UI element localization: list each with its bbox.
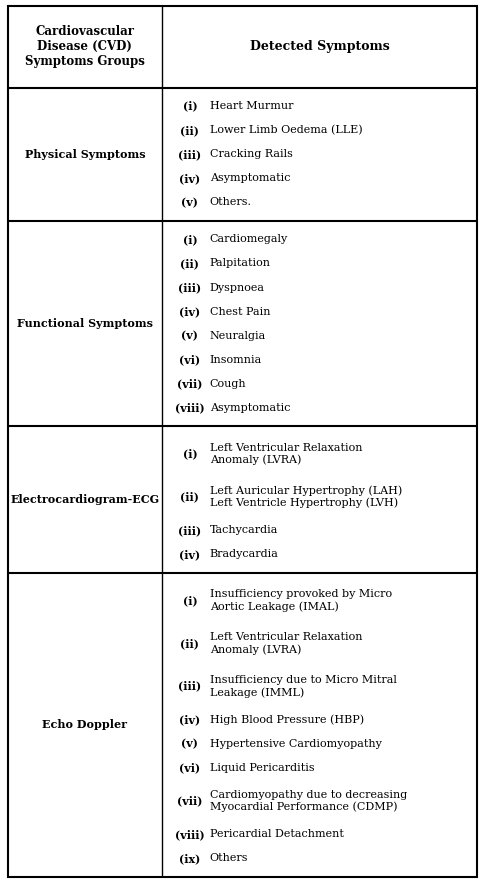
Text: High Blood Pressure (HBP): High Blood Pressure (HBP): [210, 714, 363, 725]
Text: Asymptomatic: Asymptomatic: [210, 403, 290, 412]
Text: Insomnia: Insomnia: [210, 355, 261, 365]
Text: Others.: Others.: [210, 198, 251, 208]
Text: Insufficiency due to Micro Mitral
Leakage (IMML): Insufficiency due to Micro Mitral Leakag…: [210, 675, 396, 698]
Text: (ii): (ii): [180, 638, 199, 649]
Text: Heart Murmur: Heart Murmur: [210, 102, 293, 111]
Text: Left Ventricular Relaxation
Anomaly (LVRA): Left Ventricular Relaxation Anomaly (LVR…: [210, 632, 362, 655]
Text: (v): (v): [181, 738, 198, 749]
Text: Liquid Pericarditis: Liquid Pericarditis: [210, 763, 314, 773]
Text: Pericardial Detachment: Pericardial Detachment: [210, 829, 343, 840]
Text: (ix): (ix): [179, 853, 200, 864]
Text: Palpitation: Palpitation: [210, 259, 270, 268]
Text: Others: Others: [210, 854, 248, 864]
Text: Cough: Cough: [210, 379, 246, 389]
Text: (i): (i): [182, 101, 197, 112]
Text: (iv): (iv): [179, 549, 200, 560]
Text: (iii): (iii): [178, 681, 201, 691]
Text: Chest Pain: Chest Pain: [210, 306, 270, 317]
Text: (vi): (vi): [179, 354, 200, 366]
Text: (i): (i): [182, 234, 197, 245]
Text: Tachycardia: Tachycardia: [210, 525, 278, 535]
Text: Left Ventricular Relaxation
Anomaly (LVRA): Left Ventricular Relaxation Anomaly (LVR…: [210, 442, 362, 465]
Text: (ii): (ii): [180, 125, 199, 136]
Text: (ii): (ii): [180, 258, 199, 269]
Text: (iii): (iii): [178, 149, 201, 160]
Text: (vii): (vii): [177, 796, 202, 806]
Text: (viii): (viii): [175, 829, 204, 840]
Text: (iv): (iv): [179, 714, 200, 725]
Text: Left Auricular Hypertrophy (LAH)
Left Ventricle Hypertrophy (LVH): Left Auricular Hypertrophy (LAH) Left Ve…: [210, 486, 401, 509]
Text: Physical Symptoms: Physical Symptoms: [25, 149, 145, 160]
Text: Functional Symptoms: Functional Symptoms: [17, 318, 152, 329]
Text: (viii): (viii): [175, 403, 204, 413]
Text: Cardiomyopathy due to decreasing
Myocardial Performance (CDMP): Cardiomyopathy due to decreasing Myocard…: [210, 789, 406, 812]
Text: Hypertensive Cardiomyopathy: Hypertensive Cardiomyopathy: [210, 738, 381, 749]
Text: (v): (v): [181, 330, 198, 341]
Text: (vi): (vi): [179, 762, 200, 774]
Text: (v): (v): [181, 197, 198, 208]
Text: Lower Limb Oedema (LLE): Lower Limb Oedema (LLE): [210, 125, 362, 135]
Text: Insufficiency provoked by Micro
Aortic Leakage (IMAL): Insufficiency provoked by Micro Aortic L…: [210, 589, 391, 612]
Text: (ii): (ii): [180, 491, 199, 502]
Text: (vii): (vii): [177, 378, 202, 389]
Text: Electrocardiogram-ECG: Electrocardiogram-ECG: [10, 494, 159, 505]
Text: Asymptomatic: Asymptomatic: [210, 173, 290, 184]
Text: Dyspnoea: Dyspnoea: [210, 283, 264, 292]
Text: Cracking Rails: Cracking Rails: [210, 149, 292, 159]
Text: (iv): (iv): [179, 306, 200, 317]
Text: Bradycardia: Bradycardia: [210, 549, 278, 559]
Text: (iv): (iv): [179, 173, 200, 184]
Text: (i): (i): [182, 595, 197, 606]
Text: Neuralgia: Neuralgia: [210, 330, 266, 341]
Text: (i): (i): [182, 449, 197, 460]
Text: Cardiovascular
Disease (CVD)
Symptoms Groups: Cardiovascular Disease (CVD) Symptoms Gr…: [25, 26, 145, 68]
Text: Echo Doppler: Echo Doppler: [42, 720, 127, 730]
Text: Cardiomegaly: Cardiomegaly: [210, 234, 287, 245]
Text: Detected Symptoms: Detected Symptoms: [249, 41, 389, 53]
Text: (iii): (iii): [178, 525, 201, 536]
Text: (iii): (iii): [178, 282, 201, 293]
